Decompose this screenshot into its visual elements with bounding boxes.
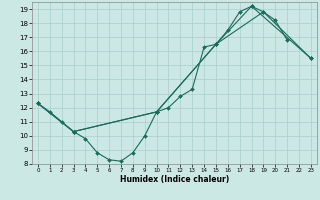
X-axis label: Humidex (Indice chaleur): Humidex (Indice chaleur) (120, 175, 229, 184)
